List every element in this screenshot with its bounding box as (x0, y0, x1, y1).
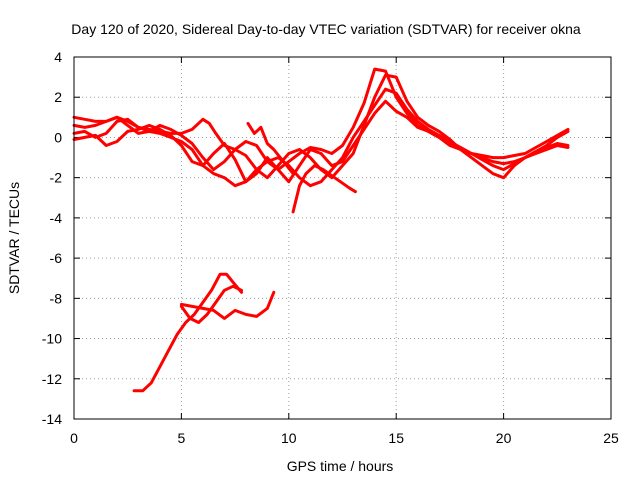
x-tick-label: 10 (281, 430, 297, 446)
x-tick-label: 20 (496, 430, 512, 446)
x-tick-label: 15 (388, 430, 404, 446)
series-layer (72, 67, 570, 393)
y-tick-label: -8 (50, 290, 63, 306)
y-tick-label: -6 (50, 250, 63, 266)
y-tick-label: -10 (42, 331, 62, 347)
axis-ticks: 0 5 10 15 20 25 -14 -12 -10 -8 -6 -4 -2 0 2 4 (42, 49, 619, 446)
chart-title: Day 120 of 2020, Sidereal Day-to-day VTE… (71, 21, 581, 37)
series-track-9 (179, 284, 243, 324)
x-tick-label: 0 (70, 430, 78, 446)
y-tick-label: 2 (54, 89, 62, 105)
y-tick-label: 0 (54, 129, 62, 145)
y-tick-label: -12 (42, 371, 62, 387)
plot-frame (73, 56, 612, 420)
series-track-4 (72, 87, 570, 188)
y-tick-label: -2 (50, 170, 63, 186)
series-track-6 (246, 121, 295, 176)
series-track-5 (291, 164, 357, 214)
series-track-1 (72, 67, 570, 172)
y-axis-label: SDTVAR / TECUs (6, 182, 22, 294)
series-track-3 (72, 99, 570, 184)
series-track-8 (179, 290, 276, 320)
x-tick-label: 25 (603, 430, 619, 446)
y-tick-label: -4 (50, 210, 63, 226)
x-tick-label: 5 (178, 430, 186, 446)
x-axis-label: GPS time / hours (287, 458, 394, 474)
series-track-7 (132, 272, 243, 393)
y-tick-label: -14 (42, 411, 62, 427)
y-tick-label: 4 (54, 49, 62, 65)
grid-lines (74, 57, 611, 419)
